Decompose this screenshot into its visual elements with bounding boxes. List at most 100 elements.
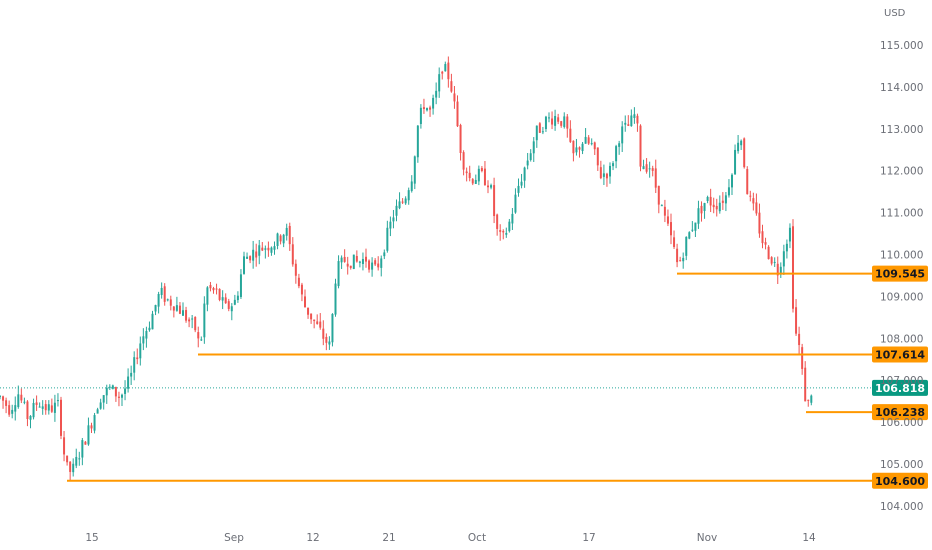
price-axis[interactable]: USD 115.000 114.000 113.000 112.000 111.000 1… (880, 8, 923, 513)
price-tick-label: 105.000 (880, 459, 923, 471)
candle (795, 299, 798, 336)
candle (117, 391, 120, 407)
candle (468, 165, 471, 182)
candle (572, 140, 575, 162)
candle (776, 256, 779, 285)
candle (279, 234, 282, 245)
time-tick-label: Oct (468, 532, 486, 544)
candle (212, 286, 215, 294)
candle (499, 224, 502, 241)
candle (618, 140, 621, 155)
candle (29, 415, 32, 429)
candle (645, 158, 648, 174)
candle (605, 172, 608, 187)
candle (566, 113, 569, 138)
candle (599, 160, 602, 180)
candle (197, 326, 200, 348)
candle (32, 398, 35, 420)
candle (578, 146, 581, 158)
candle (804, 361, 807, 402)
candle (682, 252, 685, 269)
candle (743, 137, 746, 169)
candle (203, 296, 206, 344)
candle (612, 161, 615, 171)
candle (657, 185, 660, 214)
candle (371, 257, 374, 277)
candle (331, 313, 334, 347)
candle (505, 227, 508, 238)
candle (673, 230, 676, 249)
candle (56, 393, 59, 407)
candle (392, 209, 395, 229)
candle (358, 260, 361, 268)
candle (380, 255, 383, 277)
candle (636, 113, 639, 132)
candle (429, 105, 432, 117)
candle (221, 290, 224, 310)
candle (142, 328, 145, 351)
time-tick-label: Sep (224, 532, 244, 544)
time-axis[interactable]: 15 Sep 12 21 Oct 17 Nov 14 (85, 532, 816, 544)
candle (267, 241, 270, 257)
candle (252, 240, 255, 269)
candle (593, 141, 596, 155)
candle (175, 296, 178, 312)
candle (438, 67, 441, 98)
current-price-label: 106.818 (875, 382, 925, 395)
candle (304, 289, 306, 308)
candle (148, 321, 151, 332)
candle (410, 175, 413, 193)
level-price-label: 104.600 (875, 475, 925, 488)
time-tick-label: 21 (382, 532, 395, 544)
candle (627, 115, 630, 127)
candle (779, 262, 782, 278)
candle (389, 216, 392, 237)
candle (557, 113, 560, 125)
candle (206, 286, 209, 312)
candle (785, 239, 788, 259)
candle (398, 192, 401, 210)
candle (66, 455, 69, 466)
candle (2, 395, 5, 409)
candle (746, 166, 749, 195)
candle (325, 333, 328, 351)
candle (755, 193, 758, 216)
candle (258, 240, 261, 265)
candle (703, 202, 706, 219)
level-price-label: 107.614 (875, 348, 925, 361)
candle (50, 398, 53, 413)
candle (758, 203, 761, 238)
candle (154, 304, 157, 316)
candle (383, 249, 386, 260)
candle (322, 320, 325, 346)
candle (124, 380, 127, 401)
candle (639, 124, 642, 172)
candle (261, 242, 264, 252)
candle (276, 232, 279, 250)
candle (480, 166, 483, 173)
candle (53, 394, 56, 422)
level-price-tag (872, 472, 928, 489)
candle (624, 115, 627, 132)
candle (5, 397, 8, 414)
candle (770, 256, 773, 266)
candle (487, 180, 489, 194)
candle (663, 199, 666, 223)
candle (807, 399, 810, 407)
candle (20, 388, 23, 404)
candle (41, 400, 44, 415)
candle (529, 149, 532, 162)
candle (798, 326, 801, 354)
candle (737, 134, 740, 154)
level-price-label: 106.238 (875, 406, 925, 419)
candle (596, 147, 599, 171)
candle (459, 123, 462, 161)
candle (310, 313, 313, 324)
plot-area[interactable]: 109.545 107.614 106.238 104.600 106.818 (0, 56, 928, 489)
candle (679, 256, 682, 262)
candle (139, 336, 142, 366)
candle (740, 139, 743, 151)
candle (160, 282, 163, 299)
candle (441, 70, 444, 80)
